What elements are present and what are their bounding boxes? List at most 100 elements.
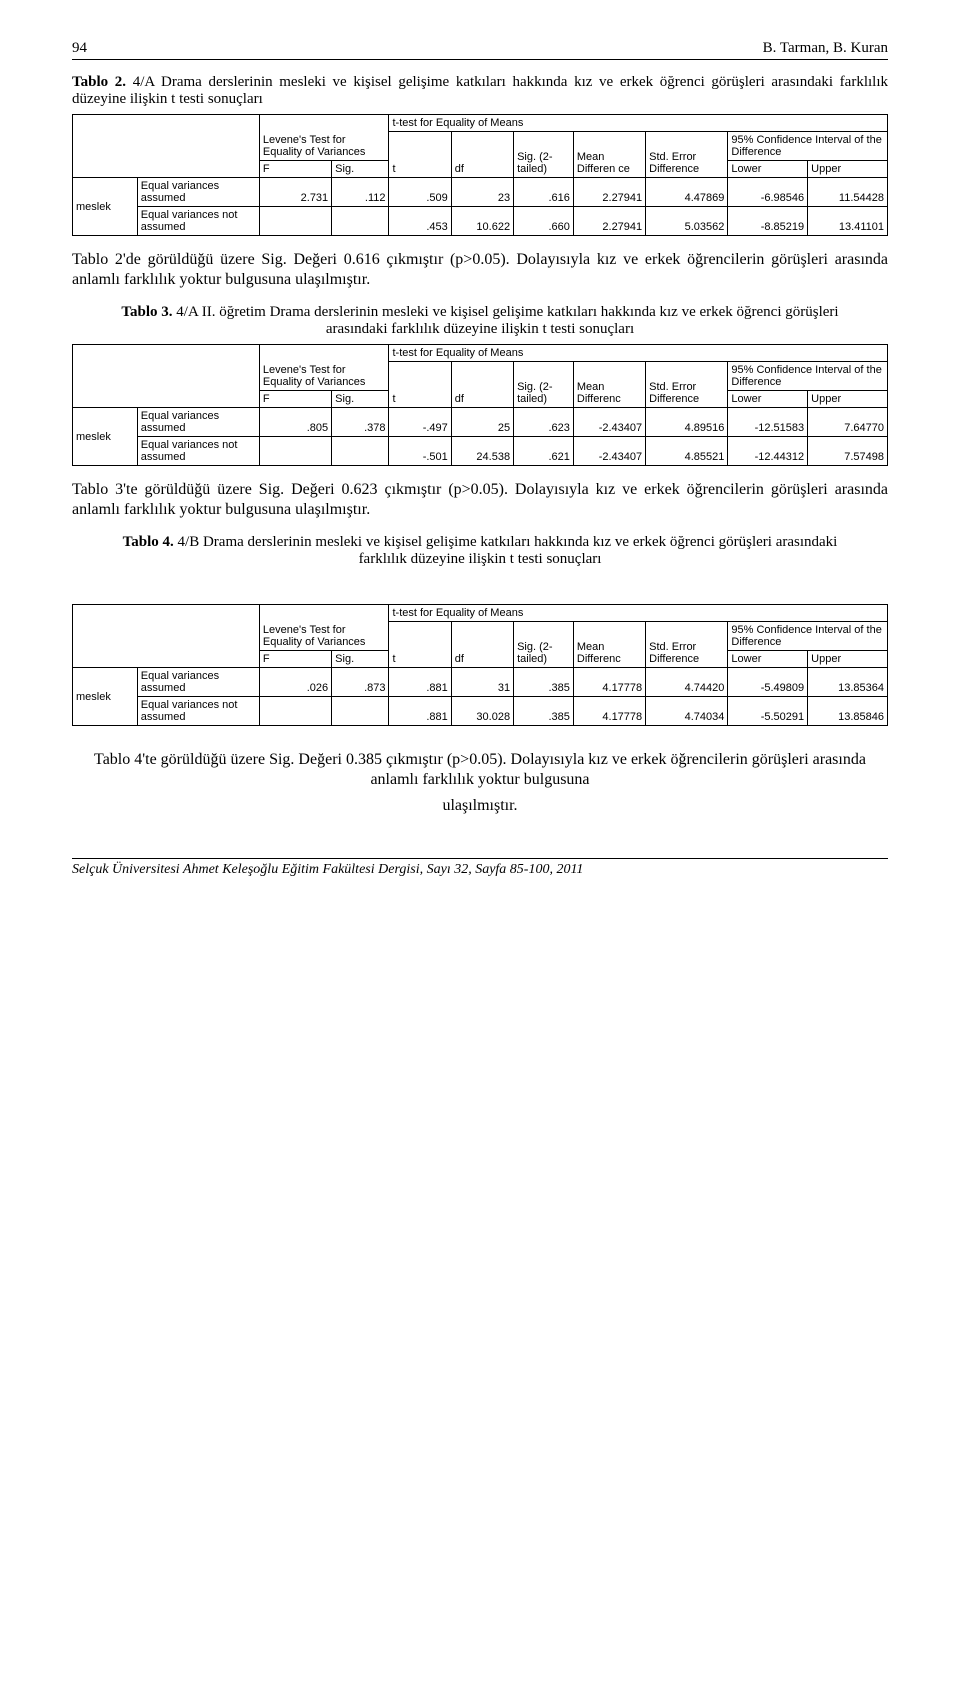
page-number: 94 (72, 40, 87, 57)
tablo2-caption-number: Tablo 2. (72, 74, 126, 90)
col-df: df (451, 622, 513, 668)
col-F: F (259, 161, 331, 178)
ci-header: 95% Confidence Interval of the Differenc… (728, 132, 888, 161)
table-row: meslek Equal variances assumed .805 .378… (73, 408, 888, 437)
cell (332, 697, 389, 726)
tablo4-caption-number: Tablo 4. (123, 534, 174, 550)
table-row: Levene's Test for Equality of Variances … (73, 115, 888, 132)
table-row: Equal variances not assumed .453 10.622 … (73, 207, 888, 236)
table-row: Equal variances not assumed .881 30.028 … (73, 697, 888, 726)
col-df: df (451, 132, 513, 178)
cell: .881 (389, 668, 451, 697)
col-lower: Lower (728, 391, 808, 408)
tablo2-caption-text: 4/A Drama derslerinin mesleki ve kişisel… (72, 74, 888, 107)
col-lower: Lower (728, 161, 808, 178)
para-after-t3: Tablo 3'te görüldüğü üzere Sig. Değeri 0… (72, 480, 888, 520)
cell: 23 (451, 178, 513, 207)
cell: -12.44312 (728, 437, 808, 466)
cell: 11.54428 (808, 178, 888, 207)
cell: -8.85219 (728, 207, 808, 236)
tablo3-caption: Tablo 3. 4/A II. öğretim Drama derslerin… (112, 304, 848, 338)
cell: -.501 (389, 437, 451, 466)
factor-label: meslek (73, 668, 138, 726)
table-row: Equal variances not assumed -.501 24.538… (73, 437, 888, 466)
tablo4-caption: Tablo 4. 4/B Drama derslerinin mesleki v… (112, 534, 848, 568)
assume-eq: Equal variances assumed (137, 668, 259, 697)
cell: 4.74420 (646, 668, 728, 697)
col-t: t (389, 362, 451, 408)
table-row: Levene's Test for Equality of Variances … (73, 605, 888, 622)
ci-header: 95% Confidence Interval of the Differenc… (728, 362, 888, 391)
tablo2-caption: Tablo 2. 4/A Drama derslerinin mesleki v… (72, 74, 888, 108)
cell: .385 (514, 668, 574, 697)
cell: 5.03562 (646, 207, 728, 236)
cell: -2.43407 (573, 408, 645, 437)
cell (259, 437, 331, 466)
tablo3-caption-number: Tablo 3. (121, 304, 172, 320)
running-head: 94 B. Tarman, B. Kuran (72, 40, 888, 57)
cell: 24.538 (451, 437, 513, 466)
col-F: F (259, 391, 331, 408)
authors: B. Tarman, B. Kuran (763, 40, 888, 57)
cell: 25 (451, 408, 513, 437)
col-Sig: Sig. (332, 651, 389, 668)
assume-neq: Equal variances not assumed (137, 437, 259, 466)
cell: -.497 (389, 408, 451, 437)
cell (332, 437, 389, 466)
table-row: Levene's Test for Equality of Variances … (73, 345, 888, 362)
col-F: F (259, 651, 331, 668)
cell: 7.64770 (808, 408, 888, 437)
assume-neq: Equal variances not assumed (137, 697, 259, 726)
col-se: Std. Error Difference (646, 362, 728, 408)
cell: 2.27941 (573, 178, 645, 207)
cell: -5.49809 (728, 668, 808, 697)
cell: -12.51583 (728, 408, 808, 437)
col-se: Std. Error Difference (646, 622, 728, 668)
cell (259, 207, 331, 236)
col-lower: Lower (728, 651, 808, 668)
col-md: Mean Differen ce (573, 132, 645, 178)
tablo3: Levene's Test for Equality of Variances … (72, 344, 888, 466)
cell: 4.74034 (646, 697, 728, 726)
cell: .881 (389, 697, 451, 726)
col-upper: Upper (808, 161, 888, 178)
cell: .112 (332, 178, 389, 207)
col-sig2: Sig. (2-tailed) (514, 362, 574, 408)
page-footer: Selçuk Üniversitesi Ahmet Keleşoğlu Eğit… (72, 858, 888, 878)
cell: 4.89516 (646, 408, 728, 437)
levene-header: Levene's Test for Equality of Variances (259, 115, 389, 161)
col-Sig: Sig. (332, 391, 389, 408)
cell: 30.028 (451, 697, 513, 726)
cell: 10.622 (451, 207, 513, 236)
tablo2: Levene's Test for Equality of Variances … (72, 114, 888, 236)
cell: -5.50291 (728, 697, 808, 726)
cell (259, 697, 331, 726)
footer-text: Selçuk Üniversitesi Ahmet Keleşoğlu Eğit… (72, 862, 888, 878)
tablo3-caption-text: 4/A II. öğretim Drama derslerinin meslek… (173, 304, 839, 337)
footer-rule (72, 858, 888, 859)
cell: 13.41101 (808, 207, 888, 236)
cell: 4.17778 (573, 697, 645, 726)
cell: -2.43407 (573, 437, 645, 466)
cell: -6.98546 (728, 178, 808, 207)
col-sig2: Sig. (2-tailed) (514, 132, 574, 178)
para-after-t2: Tablo 2'de görüldüğü üzere Sig. Değeri 0… (72, 250, 888, 290)
col-md: Mean Differenc (573, 362, 645, 408)
cell: 4.17778 (573, 668, 645, 697)
tablo4: Levene's Test for Equality of Variances … (72, 604, 888, 726)
col-sig2: Sig. (2-tailed) (514, 622, 574, 668)
levene-header: Levene's Test for Equality of Variances (259, 345, 389, 391)
cell: .385 (514, 697, 574, 726)
col-t: t (389, 622, 451, 668)
cell (332, 207, 389, 236)
cell: 13.85846 (808, 697, 888, 726)
cell: 13.85364 (808, 668, 888, 697)
cell: .026 (259, 668, 331, 697)
levene-header: Levene's Test for Equality of Variances (259, 605, 389, 651)
col-md: Mean Differenc (573, 622, 645, 668)
table-row: meslek Equal variances assumed .026 .873… (73, 668, 888, 697)
col-df: df (451, 362, 513, 408)
cell: 4.85521 (646, 437, 728, 466)
assume-eq: Equal variances assumed (137, 178, 259, 207)
table-row: meslek Equal variances assumed 2.731 .11… (73, 178, 888, 207)
